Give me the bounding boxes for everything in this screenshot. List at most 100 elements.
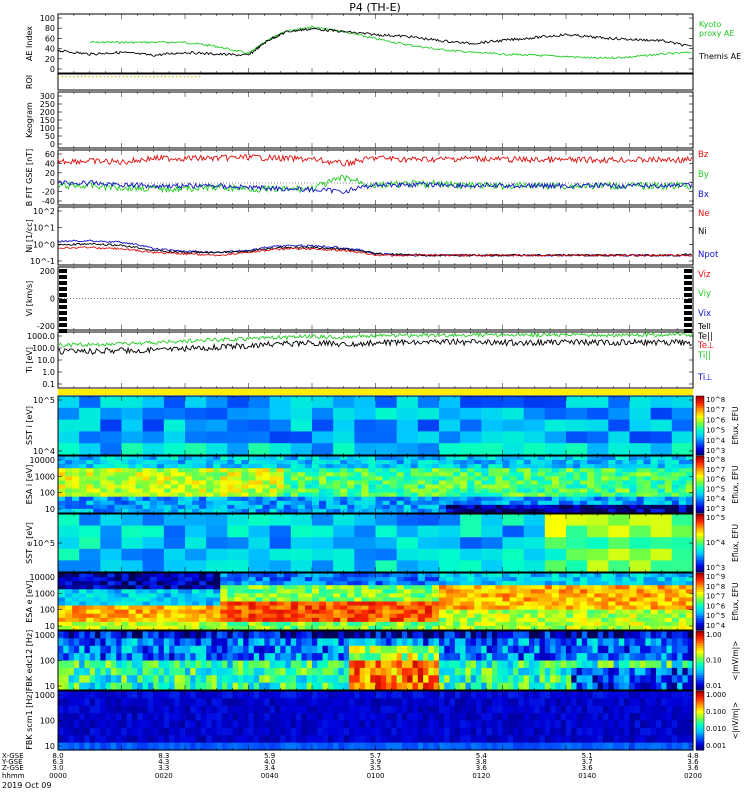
heatmap-cell — [361, 464, 370, 469]
heatmap-cell — [439, 585, 447, 590]
heatmap-cell — [601, 593, 609, 599]
heatmap-cell — [269, 560, 292, 573]
heatmap-cell — [361, 617, 370, 623]
heatmap-cell — [107, 617, 116, 623]
heatmap-cell — [481, 496, 489, 502]
heatmap-cell — [481, 625, 489, 631]
heatmap-cell — [431, 500, 440, 506]
heatmap-cell — [304, 601, 313, 607]
heatmap-cell — [280, 675, 287, 684]
heatmap-cell — [276, 464, 285, 469]
heatmap-cell — [375, 581, 384, 586]
heatmap-cell — [481, 443, 504, 456]
heatmap-cell — [643, 585, 652, 590]
heatmap-cell — [65, 460, 73, 465]
heatmap-cell — [128, 460, 137, 465]
heatmap-cell — [185, 496, 193, 502]
heatmap-cell — [417, 581, 426, 586]
heatmap-cell — [453, 625, 461, 631]
heatmap-cell — [488, 597, 497, 603]
heatmap-cell — [502, 548, 525, 561]
heatmap-cell — [234, 476, 243, 482]
heatmap-cell — [163, 660, 170, 669]
heatmap-cell — [227, 396, 250, 409]
heatmap-cell — [153, 638, 160, 647]
heatmap-cell — [657, 617, 666, 623]
heatmap-cell — [502, 525, 525, 538]
heatmap-cell — [100, 667, 107, 676]
heatmap-cell — [603, 660, 609, 669]
heatmap-cell — [248, 548, 271, 561]
heatmap-cell — [347, 577, 355, 582]
heatmap-cell — [290, 496, 299, 502]
heatmap-cell — [587, 609, 595, 615]
heatmap-cell — [650, 525, 673, 538]
heatmap-cell — [100, 476, 108, 482]
heatmap-cell — [177, 508, 186, 514]
heatmap-cell — [93, 589, 101, 594]
heatmap-cell — [465, 667, 472, 676]
heatmap-cell — [431, 468, 440, 473]
heatmap-cell — [312, 464, 320, 469]
heatmap-cell — [587, 585, 595, 590]
heatmap-cell — [216, 682, 223, 691]
heatmap-cell — [587, 492, 595, 498]
heatmap-cell — [551, 581, 560, 586]
heatmap-cell — [661, 631, 668, 639]
heatmap-cell — [453, 605, 461, 611]
heatmap-cell — [185, 396, 207, 409]
heatmap-cell — [169, 682, 176, 691]
heatmap-cell — [262, 585, 271, 590]
heatmap-cell — [650, 675, 657, 684]
heatmap-cell — [401, 682, 408, 691]
heatmap-cell — [304, 456, 313, 461]
heatmap-cell — [135, 480, 144, 486]
heatmap-cell — [312, 609, 320, 615]
heatmap-cell — [72, 496, 80, 502]
heatmap-cell — [601, 581, 609, 586]
heatmap-cell — [248, 585, 257, 590]
heatmap-cell — [509, 585, 518, 590]
heatmap-cell — [206, 589, 214, 594]
heatmap-cell — [481, 560, 504, 573]
heatmap-cell — [338, 682, 345, 691]
heatmap-cell — [560, 682, 567, 691]
heatmap-cell — [317, 667, 324, 676]
heatmap-cell — [58, 609, 66, 615]
roi-flag — [172, 76, 174, 78]
heatmap-cell — [58, 514, 80, 527]
heatmap-cell — [255, 577, 264, 582]
heatmap-cell — [566, 504, 574, 510]
tick-label: 10^7 — [706, 406, 725, 414]
colorbar-cell — [696, 618, 704, 621]
heatmap-cell — [502, 613, 511, 619]
heatmap-cell — [121, 638, 128, 647]
heatmap-cell — [149, 460, 158, 465]
heatmap-cell — [571, 675, 578, 684]
heatmap-cell — [558, 500, 567, 506]
heatmap-cell — [170, 625, 179, 631]
heatmap-cell — [446, 589, 454, 594]
heatmap-cell — [79, 537, 101, 550]
heatmap-cell — [677, 660, 684, 669]
heatmap-cell — [664, 605, 673, 611]
heatmap-cell — [227, 456, 235, 461]
heatmap-cell — [537, 625, 546, 631]
heatmap-cell — [296, 675, 303, 684]
heatmap-cell — [518, 645, 525, 654]
heatmap-cell — [587, 419, 609, 432]
heatmap-cell — [121, 597, 130, 603]
heatmap-cell — [417, 480, 426, 486]
heatmap-cell — [72, 589, 80, 594]
heatmap-cell — [326, 500, 334, 506]
heatmap-cell — [149, 625, 158, 631]
heatmap-cell — [417, 653, 424, 662]
heatmap-cell — [446, 585, 454, 590]
heatmap-cell — [163, 480, 172, 486]
heatmap-cell — [636, 597, 645, 603]
heatmap-cell — [537, 609, 546, 615]
heatmap-cell — [107, 476, 116, 482]
heatmap-cell — [523, 548, 546, 561]
heatmap-cell — [269, 617, 278, 623]
heatmap-cell — [566, 645, 572, 654]
